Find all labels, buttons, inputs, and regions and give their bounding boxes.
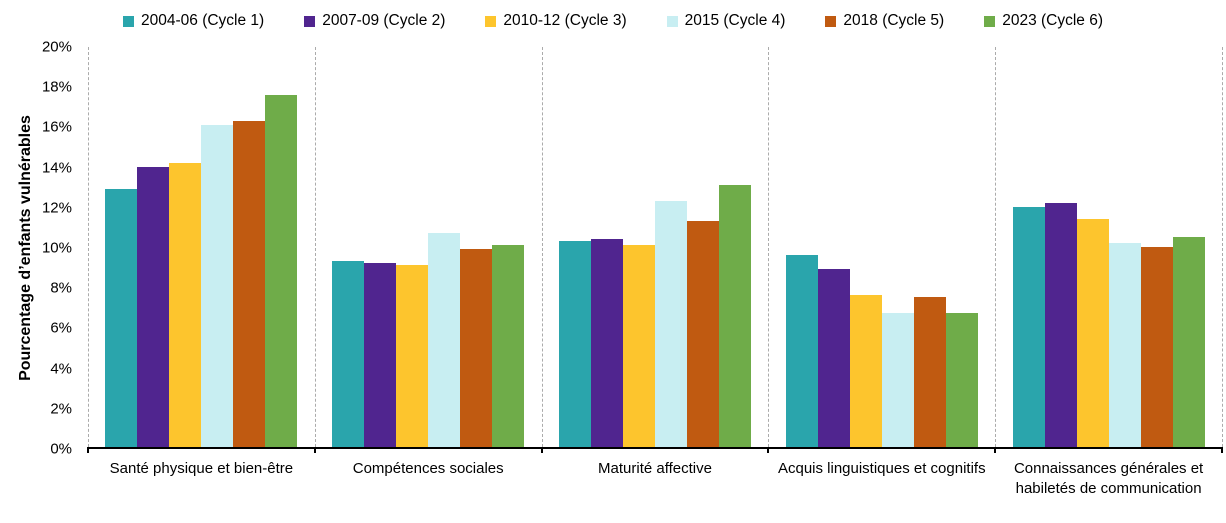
bar-2018-cycle-5-	[1140, 247, 1173, 447]
category-separator-line	[314, 47, 316, 447]
y-tick-label: 12%	[41, 199, 72, 217]
legend-item-cycle-4: 2015 (Cycle 4)	[666, 12, 786, 30]
legend-swatch-icon	[825, 15, 837, 27]
bar-group	[315, 47, 542, 447]
y-tick-label: 16%	[41, 118, 72, 136]
bar-2015-cycle-4-	[1108, 243, 1141, 447]
bar-2023-cycle-6-	[1172, 237, 1205, 447]
bar-2015-cycle-4-	[428, 233, 461, 447]
category-label: Compétences sociales	[352, 460, 504, 477]
category-separator-line	[1222, 47, 1223, 447]
bar-group	[542, 47, 769, 447]
bar-2007-09-cycle-2-	[817, 269, 850, 447]
bar-2023-cycle-6-	[265, 95, 298, 447]
category-label: Santé physique et bien-être	[109, 460, 294, 477]
category-label: Connaissances générales et habiletés de …	[1013, 460, 1204, 497]
legend-item-cycle-1: 2004-06 (Cycle 1)	[123, 12, 264, 30]
bar-2010-12-cycle-3-	[622, 245, 655, 447]
category-label: Maturité affective	[598, 460, 712, 477]
bar-2010-12-cycle-3-	[1076, 219, 1109, 447]
bar-2018-cycle-5-	[686, 221, 719, 447]
bar-2004-06-cycle-1-	[558, 241, 591, 447]
bar-groups	[88, 47, 1222, 447]
bar-2018-cycle-5-	[460, 249, 493, 447]
bar-2004-06-cycle-1-	[105, 189, 138, 447]
x-axis-tick	[1221, 447, 1223, 453]
y-tick-label: 2%	[50, 400, 72, 418]
y-axis-ticks: 0% 2% 4% 6% 8% 10% 12% 14% 16% 18% 20%	[0, 39, 80, 458]
bar-2004-06-cycle-1-	[785, 255, 818, 447]
legend-label: 2023 (Cycle 6)	[1002, 12, 1103, 29]
legend-item-cycle-3: 2010-12 (Cycle 3)	[485, 12, 627, 30]
legend-swatch-icon	[123, 15, 134, 27]
category-separator-line	[995, 47, 997, 447]
y-tick-label: 18%	[41, 78, 72, 96]
x-axis-tick	[540, 447, 543, 453]
y-tick-label: 14%	[41, 159, 72, 177]
bar-2018-cycle-5-	[913, 297, 946, 447]
legend-label: 2015 (Cycle 4)	[684, 12, 786, 29]
bar-group	[88, 47, 315, 447]
bar-2010-12-cycle-3-	[169, 163, 202, 447]
legend-label: 2004-06 (Cycle 1)	[141, 12, 265, 29]
bar-2023-cycle-6-	[492, 245, 525, 447]
bar-group	[768, 47, 995, 447]
bar-2023-cycle-6-	[945, 313, 978, 447]
bar-2018-cycle-5-	[233, 121, 266, 447]
bar-2010-12-cycle-3-	[849, 295, 882, 447]
bar-2015-cycle-4-	[654, 201, 687, 447]
legend-label: 2018 (Cycle 5)	[843, 12, 945, 29]
legend-swatch-icon	[485, 15, 497, 27]
y-tick-label: 8%	[50, 279, 72, 297]
bar-2007-09-cycle-2-	[590, 239, 623, 447]
plot-area	[87, 47, 1223, 453]
legend-item-cycle-6: 2023 (Cycle 6)	[984, 12, 1103, 30]
legend-item-cycle-5: 2018 (Cycle 5)	[825, 12, 944, 30]
legend-swatch-icon	[304, 15, 316, 27]
bar-2015-cycle-4-	[881, 313, 914, 447]
y-tick-label: 10%	[41, 239, 72, 257]
bar-2004-06-cycle-1-	[332, 261, 365, 447]
category-label: Acquis linguistiques et cognitifs	[777, 460, 986, 477]
x-axis-tick	[87, 447, 89, 453]
y-tick-label: 4%	[50, 360, 72, 378]
bar-2004-06-cycle-1-	[1012, 207, 1045, 447]
x-axis-tick	[994, 447, 997, 453]
x-axis-labels: Santé physique et bien-être Compétences s…	[88, 459, 1222, 498]
category-separator-line	[541, 47, 543, 447]
bar-2015-cycle-4-	[201, 125, 234, 447]
legend: 2004-06 (Cycle 1) 2007-09 (Cycle 2) 2010-1…	[0, 12, 1226, 30]
y-tick-label: 20%	[41, 38, 72, 56]
legend-item-cycle-2: 2007-09 (Cycle 2)	[304, 12, 445, 30]
legend-label: 2007-09 (Cycle 2)	[322, 12, 446, 29]
x-axis-tick	[313, 447, 316, 453]
y-tick-label: 0%	[50, 440, 72, 458]
bar-2023-cycle-6-	[718, 185, 751, 447]
legend-swatch-icon	[984, 15, 996, 27]
bar-2007-09-cycle-2-	[364, 263, 397, 447]
bar-2007-09-cycle-2-	[137, 167, 170, 447]
y-tick-label: 6%	[50, 319, 72, 337]
x-axis-tick	[767, 447, 770, 453]
legend-label: 2010-12 (Cycle 3)	[503, 12, 627, 29]
category-separator-line	[768, 47, 770, 447]
legend-swatch-icon	[666, 15, 678, 27]
bar-2007-09-cycle-2-	[1044, 203, 1077, 447]
bar-group	[995, 47, 1222, 447]
category-separator-line	[88, 47, 89, 447]
bar-2010-12-cycle-3-	[396, 265, 429, 447]
